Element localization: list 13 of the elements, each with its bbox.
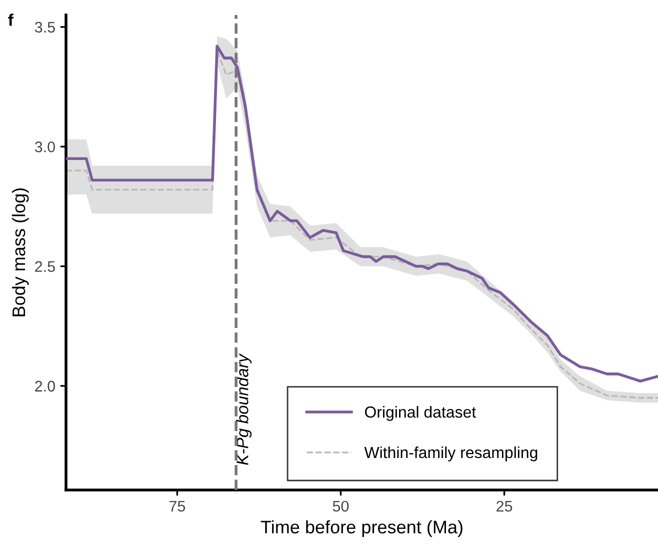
legend-label: Original dataset xyxy=(364,406,476,421)
y-tick-label: 3.0 xyxy=(34,141,55,152)
x-tick-label: 75 xyxy=(169,500,186,512)
ref-line-label: K-Pg boundary xyxy=(236,353,252,465)
legend-label: Within-family resampling xyxy=(364,446,538,462)
y-tick-label: 2.5 xyxy=(35,261,55,272)
text: f xyxy=(8,14,14,26)
x-tick-label: 25 xyxy=(496,500,512,512)
x-tick-label: 50 xyxy=(332,500,349,512)
x-axis-title: Time before present (Ma) xyxy=(260,520,462,538)
y-tick-label: 2.0 xyxy=(35,380,55,392)
y-axis-title: Body mass (log) xyxy=(12,188,29,316)
y-tick-label: 3.5 xyxy=(34,22,55,33)
